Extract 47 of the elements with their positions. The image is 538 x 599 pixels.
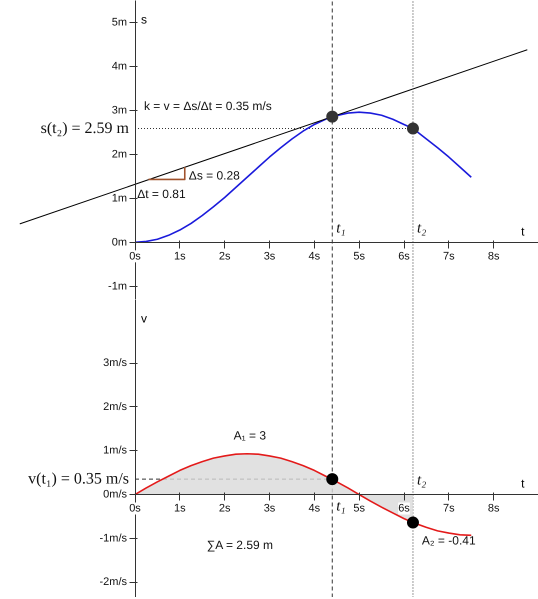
annotation: k = v = Δs/Δt = 0.35 m/s	[144, 99, 272, 114]
x-tick-label: 3s	[264, 502, 276, 515]
x-tick-label: 4s	[308, 502, 321, 515]
y-tick-label: -1m	[108, 280, 128, 292]
y-tick-label: -2m/s	[100, 576, 128, 588]
y-tick-label: 3m/s	[103, 357, 128, 370]
y-tick-label: -1m/s	[100, 532, 128, 544]
y-tick-label: 5m	[112, 16, 127, 28]
x-tick-label: 8s	[488, 502, 500, 515]
x-tick-label: 0s	[129, 502, 142, 515]
y-tick-label: 0m/s	[103, 488, 128, 501]
x-tick-label: 8s	[488, 250, 500, 262]
x-tick-label: 7s	[443, 250, 456, 262]
x-tick-label: 5s	[353, 502, 366, 515]
ref-line-label: t₁	[336, 220, 346, 236]
x-tick-label: 2s	[218, 502, 231, 515]
x-tick-label: 1s	[174, 502, 186, 515]
ref-line-label: t₂	[416, 220, 426, 236]
ref-line-label: t₂	[416, 472, 426, 489]
y-tick-label: 1m/s	[103, 444, 128, 457]
x-tick-label: 6s	[398, 250, 410, 262]
y-tick-label: 2m/s	[103, 400, 128, 413]
x-tick-label: 4s	[308, 250, 321, 262]
annotation: A₂ = -0.41	[422, 534, 476, 548]
y-tick-label: 2m	[112, 148, 127, 160]
x-tick-label: 0s	[129, 250, 142, 262]
ref-line-label: v(t₁) = 0.35 m/s	[28, 470, 130, 488]
x-tick-label: 2s	[218, 250, 231, 262]
x-tick-label: 1s	[174, 250, 186, 262]
x-tick-label: 6s	[398, 502, 410, 515]
annotation: Δt = 0.81	[137, 186, 186, 201]
annotation: ∑A = 2.59 m	[206, 538, 273, 552]
y-axis-title: v	[141, 312, 147, 326]
y-tick-label: 1m	[112, 192, 127, 204]
x-axis-title: t	[521, 476, 526, 491]
x-tick-label: 5s	[353, 250, 366, 262]
y-tick-label: 4m	[112, 60, 127, 72]
y-axis-title: s	[141, 12, 147, 26]
x-tick-label: 7s	[443, 502, 456, 515]
ref-line-label: s(t₂) = 2.59 m	[40, 120, 130, 137]
ref-line-label: t₁	[336, 498, 346, 515]
x-tick-label: 3s	[264, 250, 276, 262]
y-tick-label: 0m	[112, 236, 127, 248]
x-axis-title: t	[521, 224, 526, 238]
annotation: A₁ = 3	[234, 428, 266, 442]
y-tick-label: 3m	[112, 104, 127, 116]
annotation: Δs = 0.28	[188, 168, 240, 183]
